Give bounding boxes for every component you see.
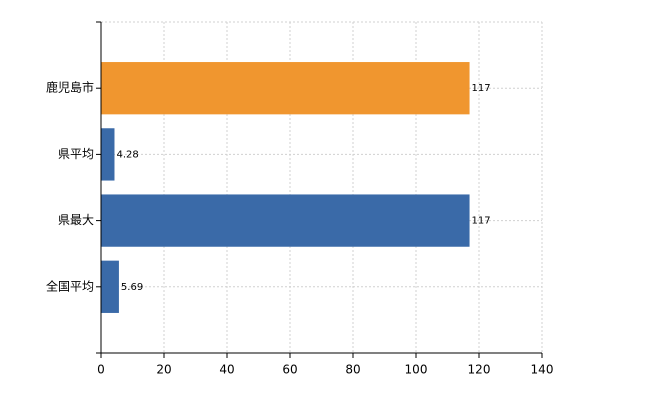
value-label: 5.69 xyxy=(121,282,143,293)
x-tick-label: 80 xyxy=(345,363,360,377)
x-tick-label: 20 xyxy=(156,363,171,377)
value-label: 117 xyxy=(472,216,491,227)
y-tick-label: 鹿児島市 xyxy=(46,80,94,95)
value-label: 117 xyxy=(472,83,491,94)
y-tick-label: 県最大 xyxy=(58,213,94,227)
bar xyxy=(101,194,470,247)
x-tick-label: 120 xyxy=(468,363,491,377)
value-label: 4.28 xyxy=(116,149,138,160)
x-tick-label: 100 xyxy=(405,363,428,377)
x-tick-label: 60 xyxy=(282,363,297,377)
x-tick-label: 0 xyxy=(97,363,105,377)
bar xyxy=(101,62,470,115)
x-tick-label: 140 xyxy=(531,363,554,377)
y-tick-label: 全国平均 xyxy=(46,278,94,293)
bar xyxy=(101,128,115,181)
y-tick-label: 県平均 xyxy=(58,147,94,161)
bar xyxy=(101,260,119,313)
x-tick-label: 40 xyxy=(219,363,234,377)
